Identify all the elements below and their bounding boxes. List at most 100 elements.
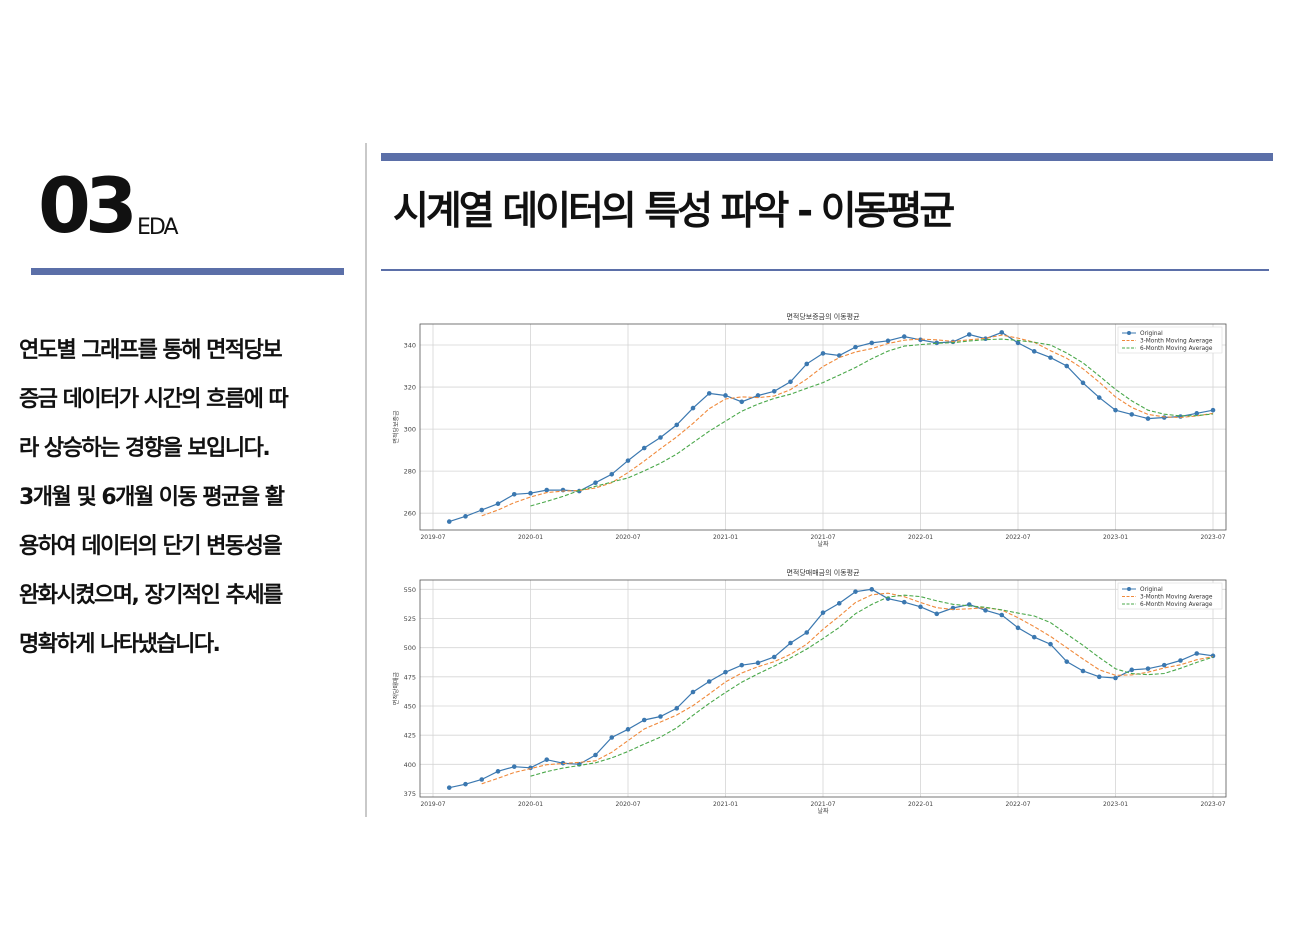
legend-marker bbox=[1127, 331, 1131, 335]
deposit-moving-average-chart: 면적당보증금의 이동평균 260 280 300 320 340 2019-07 2020-0… bbox=[392, 312, 1227, 548]
data-point bbox=[1096, 395, 1102, 400]
data-point bbox=[739, 662, 745, 668]
chart-title: 면적당매매금의 이동평균 bbox=[786, 568, 860, 577]
x-tick-label: 2023-01 bbox=[1103, 801, 1128, 808]
data-point bbox=[706, 679, 712, 684]
data-point bbox=[1064, 659, 1070, 664]
data-point bbox=[625, 727, 631, 732]
data-point bbox=[999, 612, 1005, 618]
data-point bbox=[1145, 416, 1151, 421]
left-accent-bar bbox=[31, 268, 344, 275]
data-point bbox=[609, 735, 615, 740]
data-point bbox=[1161, 662, 1167, 668]
data-point bbox=[966, 332, 972, 337]
plot-frame bbox=[419, 323, 1227, 531]
data-point bbox=[544, 487, 550, 493]
data-point bbox=[479, 777, 485, 782]
legend-box bbox=[1117, 582, 1223, 610]
x-tick-label: 2022-07 bbox=[1005, 534, 1030, 541]
y-tick-label: 300 bbox=[404, 426, 416, 434]
data-point bbox=[1080, 380, 1086, 386]
section-number: 03 bbox=[38, 161, 138, 250]
description-line: 라 상승하는 경향을 보입니다. bbox=[19, 436, 271, 461]
data-point bbox=[1145, 666, 1151, 671]
data-point bbox=[1031, 634, 1037, 640]
data-point bbox=[1129, 667, 1135, 673]
plot-frame bbox=[419, 579, 1227, 798]
y-tick-label: 340 bbox=[404, 342, 416, 350]
data-point bbox=[593, 480, 598, 486]
sale-moving-average-chart: 면적당매매금의 이동평균 375 400 425 450 475 500 525 550 2019… bbox=[392, 568, 1227, 815]
data-point bbox=[544, 757, 550, 762]
x-tick-label: 2021-01 bbox=[713, 801, 738, 808]
data-point bbox=[918, 337, 923, 343]
series-ma6-line bbox=[530, 338, 1214, 507]
description-line: 완화시켰으며, 장기적인 추세를 bbox=[19, 583, 283, 608]
x-axis-label: 날짜 bbox=[817, 807, 829, 815]
data-point bbox=[609, 471, 615, 477]
data-point bbox=[918, 604, 923, 610]
data-point bbox=[804, 630, 810, 635]
y-tick-label: 450 bbox=[404, 703, 416, 711]
data-point bbox=[788, 640, 793, 646]
y-axis-label: 면적당매매금 bbox=[392, 671, 400, 705]
x-tick-label: 2020-01 bbox=[518, 801, 543, 808]
x-tick-label: 2023-01 bbox=[1103, 534, 1128, 541]
data-point bbox=[739, 399, 745, 405]
description-line: 3개월 및 6개월 이동 평균을 활 bbox=[19, 485, 285, 510]
data-point bbox=[723, 669, 728, 675]
x-tick-label: 2022-01 bbox=[908, 534, 933, 541]
x-tick-label: 2020-07 bbox=[615, 534, 640, 541]
legend-box bbox=[1117, 326, 1223, 354]
data-point bbox=[658, 435, 663, 440]
data-point bbox=[755, 660, 761, 666]
data-point bbox=[1048, 641, 1053, 647]
data-point bbox=[788, 379, 793, 385]
data-point bbox=[1194, 651, 1200, 656]
description-line: 연도별 그래프를 통해 면적당보 bbox=[19, 338, 283, 363]
x-tick-label: 2019-07 bbox=[420, 534, 445, 541]
legend-label: 6-Month Moving Average bbox=[1140, 602, 1213, 608]
description: 연도별 그래프를 통해 면적당보 증금 데이터가 시간의 흐름에 따 라 상승하… bbox=[19, 326, 359, 669]
data-point bbox=[658, 714, 663, 719]
data-point bbox=[511, 764, 517, 769]
data-point bbox=[641, 445, 647, 451]
data-point bbox=[1080, 668, 1086, 674]
data-point bbox=[1015, 625, 1021, 631]
data-point bbox=[804, 361, 810, 367]
data-point bbox=[706, 391, 712, 396]
data-point bbox=[901, 334, 907, 339]
top-accent-bar bbox=[381, 153, 1273, 161]
data-point bbox=[1129, 412, 1135, 417]
data-point bbox=[853, 344, 858, 350]
x-tick-label: 2020-07 bbox=[615, 801, 640, 808]
data-point bbox=[869, 340, 875, 346]
data-point bbox=[495, 769, 501, 774]
data-point bbox=[1048, 355, 1053, 360]
y-tick-label: 500 bbox=[404, 644, 416, 652]
series-ma3-line bbox=[481, 334, 1214, 517]
data-point bbox=[479, 507, 485, 513]
y-tick-label: 475 bbox=[404, 673, 416, 681]
x-tick-label: 2023-07 bbox=[1200, 534, 1225, 541]
data-point bbox=[885, 338, 891, 344]
legend-label: Original bbox=[1140, 587, 1163, 593]
data-point bbox=[1113, 407, 1118, 413]
legend-label: 3-Month Moving Average bbox=[1140, 595, 1213, 601]
data-point bbox=[1210, 407, 1216, 413]
section-label: EDA bbox=[137, 215, 178, 240]
legend-label: Original bbox=[1140, 331, 1163, 337]
data-point bbox=[446, 785, 452, 790]
y-tick-label: 550 bbox=[404, 586, 416, 594]
data-point bbox=[463, 781, 468, 787]
y-tick-label: 425 bbox=[404, 732, 416, 740]
data-point bbox=[690, 689, 696, 695]
description-line: 명확하게 나타냈습니다. bbox=[19, 632, 221, 657]
data-point bbox=[983, 608, 988, 613]
data-point bbox=[511, 491, 517, 497]
legend-label: 3-Month Moving Average bbox=[1140, 339, 1213, 345]
data-point bbox=[1194, 411, 1200, 416]
data-point bbox=[446, 519, 452, 524]
x-tick-label: 2022-07 bbox=[1005, 801, 1030, 808]
series-original-line bbox=[449, 588, 1214, 789]
